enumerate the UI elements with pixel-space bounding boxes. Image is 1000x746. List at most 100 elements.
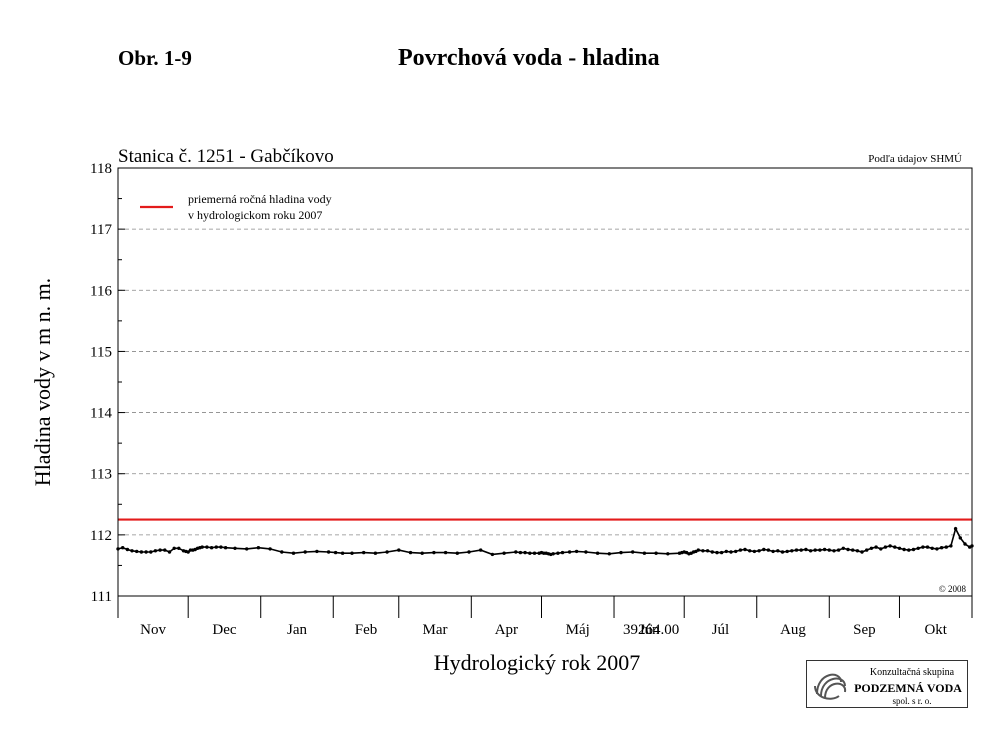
- series-line: [117, 526, 973, 556]
- data-point: [902, 547, 906, 552]
- data-point: [514, 550, 518, 554]
- data-point: [256, 546, 261, 550]
- data-point: [455, 551, 459, 555]
- data-point: [144, 550, 148, 554]
- data-point: [925, 545, 930, 549]
- data-point: [502, 551, 506, 555]
- data-point: [167, 550, 172, 554]
- data-point: [291, 551, 296, 555]
- x-month-label: Jún: [639, 622, 660, 638]
- x-month-label: Jan: [287, 622, 307, 638]
- logo-line3: spol. s r. o.: [892, 696, 932, 706]
- data-point: [528, 551, 532, 555]
- data-point: [846, 547, 850, 552]
- data-point: [350, 551, 354, 555]
- data-point: [432, 550, 436, 555]
- data-point: [939, 546, 944, 550]
- data-point: [542, 551, 546, 555]
- y-tick-label: 118: [90, 161, 112, 177]
- data-point: [385, 550, 389, 554]
- x-month-label: Júl: [712, 622, 730, 638]
- data-point: [851, 548, 855, 552]
- data-point: [280, 550, 284, 554]
- data-point: [200, 545, 204, 549]
- data-point: [836, 548, 841, 552]
- data-point: [883, 545, 888, 549]
- source-note: Podľa údajov SHMÚ: [868, 153, 962, 165]
- data-point: [879, 547, 883, 551]
- data-point: [794, 548, 799, 552]
- page-title: Povrchová voda - hladina: [398, 45, 660, 71]
- y-tick-label: 115: [90, 344, 112, 360]
- data-point: [186, 550, 190, 554]
- data-point: [163, 548, 167, 552]
- data-point: [724, 549, 728, 554]
- y-tick-label: 117: [90, 222, 112, 238]
- chart-title: Stanica č. 1251 - Gabčíkovo: [118, 146, 334, 167]
- data-point: [177, 546, 181, 550]
- data-point: [776, 549, 780, 553]
- data-point: [188, 548, 193, 552]
- data-point: [808, 549, 813, 553]
- x-month-label: Dec: [212, 622, 236, 638]
- plot-frame: [117, 167, 973, 597]
- data-point: [888, 544, 892, 548]
- data-point: [490, 552, 495, 557]
- data-point: [799, 548, 803, 552]
- y-tick-label: 114: [90, 406, 112, 422]
- data-point: [944, 545, 948, 549]
- data-point: [930, 546, 934, 550]
- x-month-label: Aug: [780, 622, 806, 638]
- data-point: [233, 546, 237, 550]
- data-point: [556, 551, 560, 555]
- data-point: [935, 547, 939, 551]
- x-month-label: Máj: [566, 622, 590, 638]
- data-point: [752, 549, 757, 554]
- data-point: [916, 546, 920, 550]
- data-point: [567, 550, 572, 554]
- data-point: [149, 550, 153, 554]
- data-point: [738, 548, 743, 552]
- data-point: [860, 550, 864, 554]
- data-point: [696, 548, 700, 552]
- data-point: [666, 552, 670, 556]
- data-point: [818, 548, 822, 552]
- y-tick-label: 111: [91, 589, 112, 605]
- data-point: [172, 546, 176, 550]
- data-point: [467, 550, 471, 554]
- data-point: [443, 550, 448, 555]
- data-point: [595, 551, 600, 555]
- x-month-label: Sep: [853, 622, 876, 638]
- data-point: [907, 548, 911, 552]
- data-point: [757, 549, 761, 553]
- data-point: [532, 551, 537, 555]
- x-month-label: Okt: [924, 622, 947, 638]
- data-point: [560, 550, 565, 555]
- data-point: [701, 549, 705, 553]
- data-point: [804, 547, 808, 552]
- data-point: [551, 552, 555, 556]
- data-point: [949, 544, 953, 548]
- data-point: [953, 527, 958, 531]
- data-point: [373, 551, 378, 555]
- legend-label-line2: v hydrologickom roku 2007: [188, 208, 322, 222]
- x-axis-label: Hydrologický rok 2007: [434, 650, 641, 675]
- data-point: [869, 546, 874, 550]
- data-point: [743, 547, 747, 552]
- data-point: [397, 548, 401, 552]
- data-point: [479, 548, 483, 552]
- figure-label: Obr. 1-9: [118, 46, 192, 70]
- data-point: [362, 550, 366, 555]
- company-logo-box: Konzultačná skupina PODZEMNÁ VODA spol. …: [806, 660, 968, 708]
- data-point: [523, 550, 527, 555]
- data-point: [874, 545, 878, 549]
- data-point: [619, 550, 623, 555]
- data-point: [715, 550, 719, 555]
- data-point: [642, 551, 647, 555]
- data-point: [139, 550, 144, 554]
- data-point: [719, 550, 724, 555]
- data-point: [865, 548, 869, 552]
- data-point: [963, 542, 967, 546]
- data-point: [333, 550, 338, 555]
